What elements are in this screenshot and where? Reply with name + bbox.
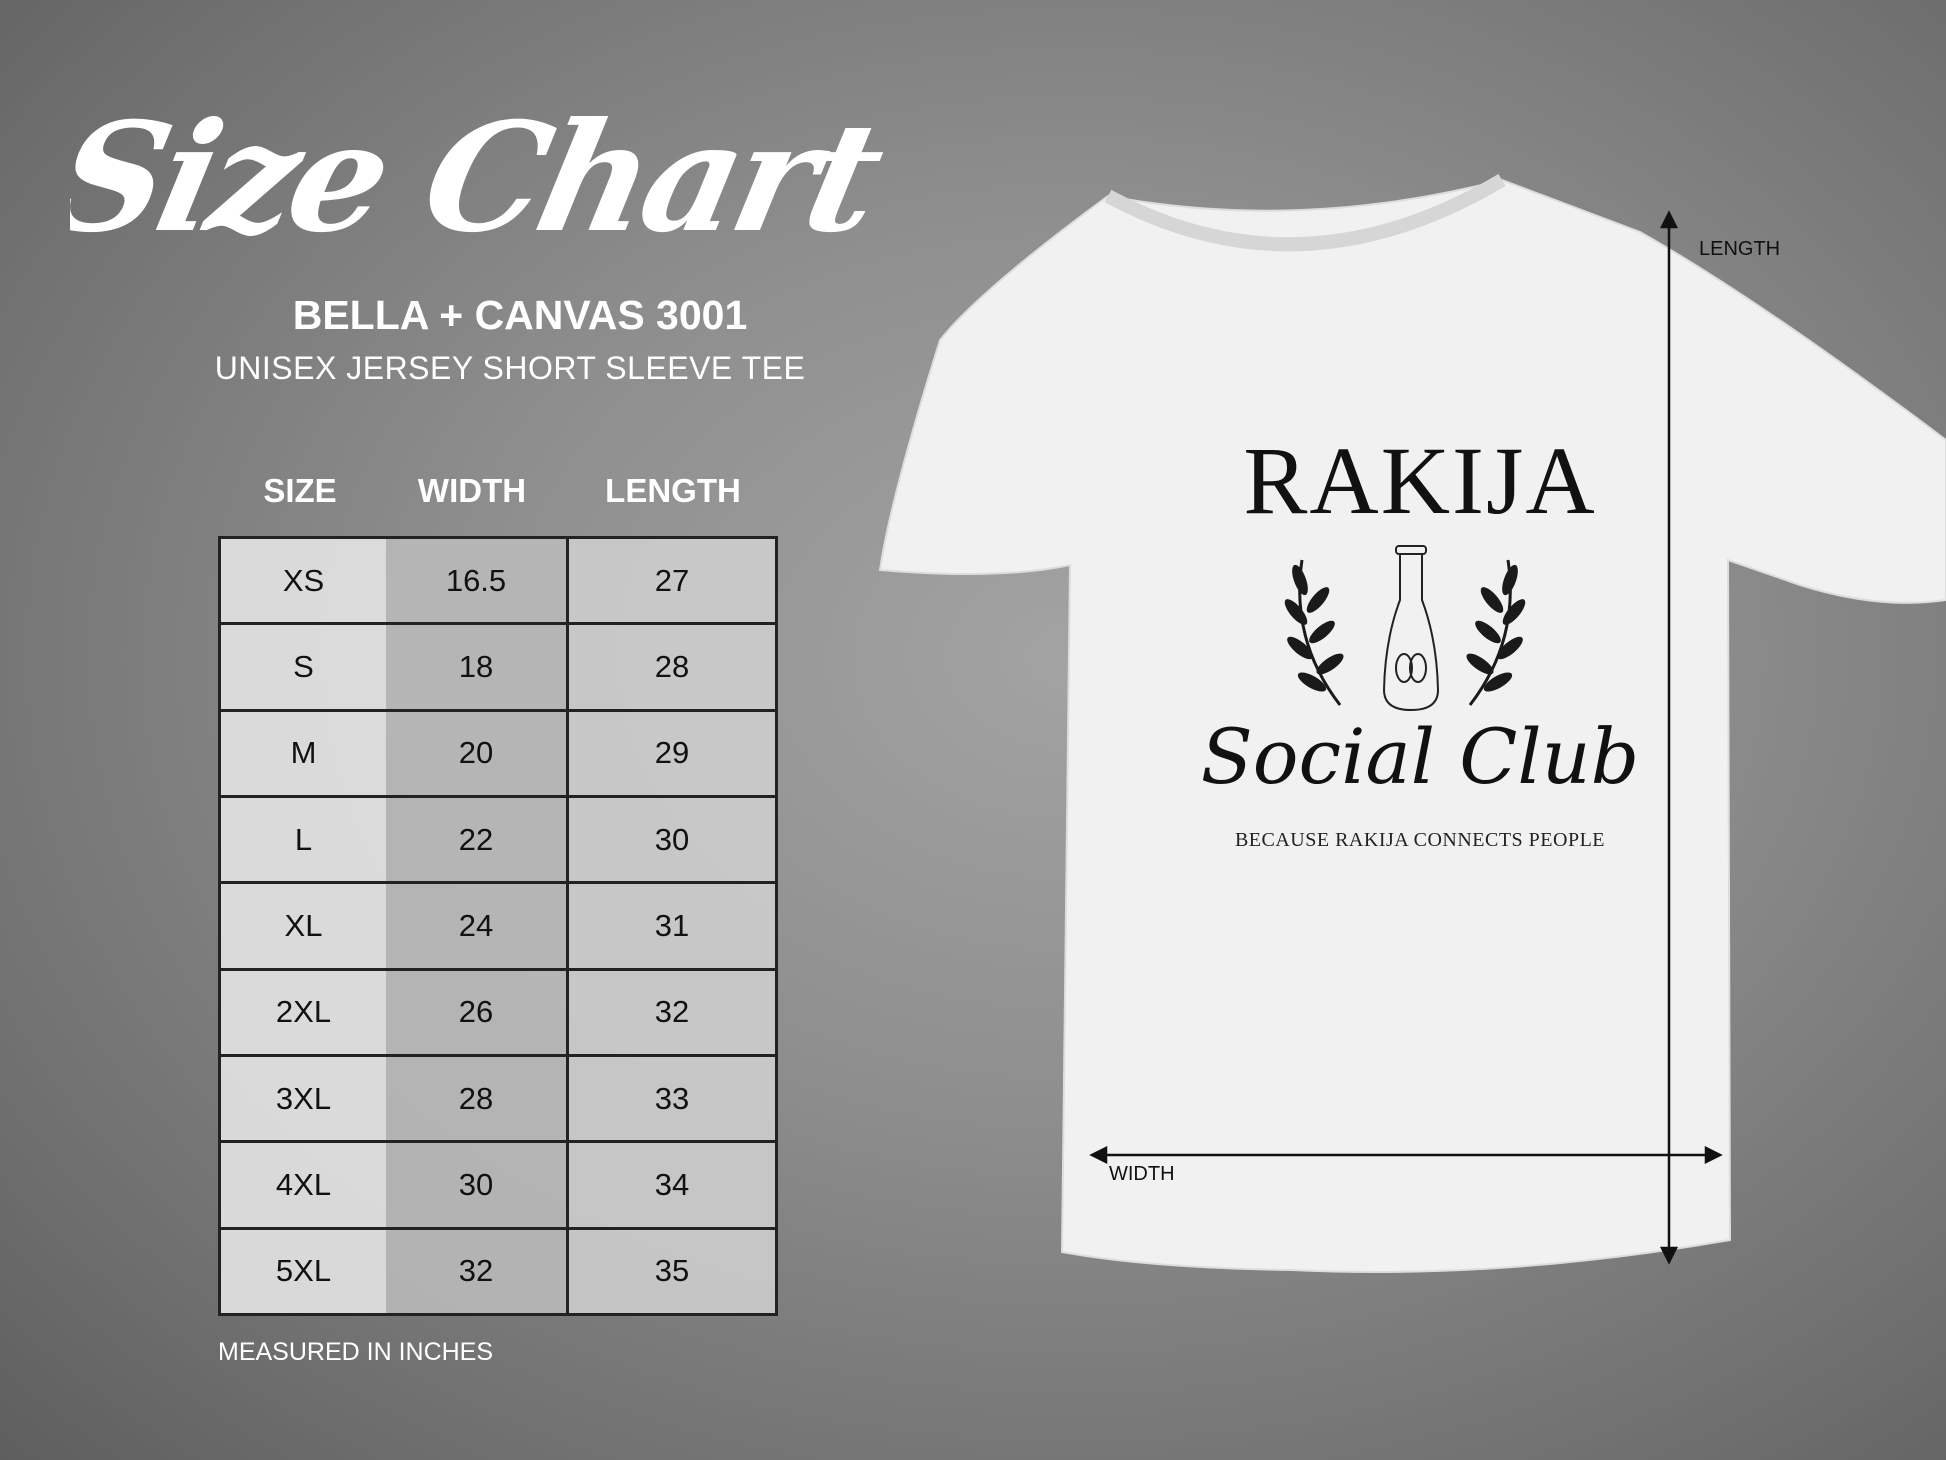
- table-row: M 20 29: [218, 708, 778, 798]
- length-cell: 32: [566, 967, 778, 1057]
- size-cell: L: [218, 794, 386, 885]
- width-cell: 22: [386, 794, 569, 885]
- measurement-note: MEASURED IN INCHES: [218, 1338, 494, 1366]
- table-row: 2XL 26 32: [218, 967, 778, 1057]
- bottle-icon: [1382, 545, 1440, 712]
- width-cell: 16.5: [386, 535, 569, 626]
- print-title: RAKIJA: [1243, 427, 1597, 534]
- length-label: LENGTH: [1699, 238, 1781, 260]
- length-arrow: [1659, 210, 1679, 1265]
- width-cell: 26: [386, 967, 569, 1057]
- table-row: 3XL 28 33: [218, 1053, 778, 1144]
- laurel-left-icon: [1284, 559, 1344, 706]
- size-cell: 4XL: [218, 1140, 386, 1230]
- width-cell: 24: [386, 881, 569, 971]
- size-cell: 3XL: [218, 1053, 386, 1144]
- width-arrow: [1089, 1145, 1723, 1165]
- product-name: BELLA + CANVAS 3001: [292, 292, 748, 338]
- table-row: 4XL 30 34: [218, 1140, 778, 1230]
- size-cell: 5XL: [218, 1226, 386, 1317]
- size-cell: S: [218, 622, 386, 712]
- table-row: S 18 28: [218, 622, 778, 712]
- table-row: 5XL 32 35: [218, 1226, 778, 1317]
- width-cell: 30: [386, 1140, 569, 1230]
- size-chart-title: Size Chart: [70, 90, 898, 266]
- print-tagline: BECAUSE RAKIJA CONNECTS PEOPLE: [1234, 829, 1606, 851]
- length-cell: 33: [566, 1053, 778, 1144]
- size-cell: XS: [218, 535, 386, 626]
- length-cell: 30: [566, 794, 778, 885]
- tshirt-shape: [878, 178, 1946, 1273]
- width-cell: 18: [386, 622, 569, 712]
- table-row: XL 24 31: [218, 881, 778, 971]
- length-cell: 35: [566, 1226, 778, 1317]
- header-length: LENGTH: [605, 472, 741, 509]
- collar: [1104, 173, 1506, 252]
- width-cell: 32: [386, 1226, 569, 1317]
- size-table: XS 16.5 27 S 18 28 M 20 29 L 22 30 XL 24 31 2XL 26 32 3XL 2…: [218, 535, 778, 1317]
- length-cell: 31: [566, 881, 778, 971]
- print-script: Social Club: [1200, 712, 1640, 801]
- length-cell: 34: [566, 1140, 778, 1230]
- header-size: SIZE: [263, 472, 337, 509]
- width-label: WIDTH: [1109, 1163, 1175, 1185]
- laurel-right-icon: [1466, 559, 1526, 706]
- length-cell: 29: [566, 708, 778, 798]
- product-description: UNISEX JERSEY SHORT SLEEVE TEE: [214, 350, 806, 386]
- size-cell: XL: [218, 881, 386, 971]
- length-cell: 28: [566, 622, 778, 712]
- width-cell: 28: [386, 1053, 569, 1144]
- header-width: WIDTH: [417, 472, 527, 509]
- table-row: XS 16.5 27: [218, 535, 778, 626]
- length-cell: 27: [566, 535, 778, 626]
- size-cell: M: [218, 708, 386, 798]
- title-text: Size Chart: [70, 90, 898, 266]
- table-row: L 22 30: [218, 794, 778, 885]
- width-cell: 20: [386, 708, 569, 798]
- size-cell: 2XL: [218, 967, 386, 1057]
